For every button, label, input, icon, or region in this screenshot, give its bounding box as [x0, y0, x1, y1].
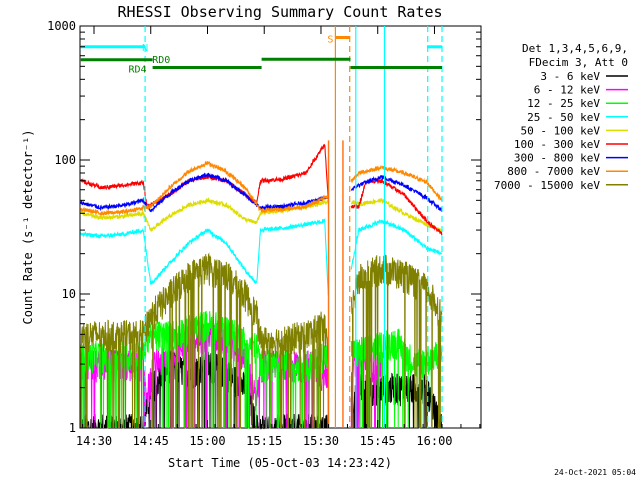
attenuator-spike-1: [342, 140, 344, 428]
series-8: [80, 252, 443, 429]
legend: Det 1,3,4,5,6,9, FDecim 3, Att 0 3 - 6 k…: [494, 42, 628, 192]
y-tick-label-2: 100: [54, 153, 76, 167]
timestamp: 24-Oct-2021 05:04: [554, 468, 636, 477]
attenuator-spike-0: [327, 140, 330, 428]
annotation-n: N: [142, 43, 148, 54]
legend-label-6: 300 - 800 keV: [514, 152, 600, 165]
series-4: [80, 196, 443, 234]
x-tick-label-0: 14:30: [76, 434, 112, 448]
legend-header-line-2: FDecim 3, Att 0: [529, 56, 628, 69]
legend-label-5: 100 - 300 keV: [514, 138, 600, 151]
plot-area: N RD4 RD0 S: [79, 25, 482, 430]
annotation-rd4: RD4: [128, 65, 146, 76]
chart-title: RHESSI Observing Summary Count Rates: [117, 3, 442, 21]
overlay-layer: N RD4 RD0 S: [80, 26, 443, 428]
legend-label-7: 800 - 7000 keV: [507, 165, 600, 178]
series-layer: [80, 143, 443, 430]
series-6: [80, 172, 443, 213]
legend-label-4: 50 - 100 keV: [521, 124, 601, 137]
series-line-8: [80, 252, 443, 429]
legend-label-2: 12 - 25 keV: [527, 97, 600, 110]
y-axis-label: Count Rate (s⁻¹ detector⁻¹): [21, 129, 35, 324]
legend-label-1: 6 - 12 keV: [534, 84, 601, 97]
x-axis: 14:30 14:45 15:00 15:15 15:30 15:45 16:00: [76, 26, 481, 448]
y-tick-label-1: 10: [62, 287, 76, 301]
legend-label-8: 7000 - 15000 keV: [494, 179, 600, 192]
series-line-6: [80, 172, 443, 213]
x-tick-label-5: 15:45: [360, 434, 396, 448]
x-tick-label-2: 15:00: [189, 434, 225, 448]
series-line-3: [80, 217, 443, 296]
x-tick-label-1: 14:45: [133, 434, 169, 448]
y-tick-label-0: 1: [69, 421, 76, 435]
x-tick-label-4: 15:30: [303, 434, 339, 448]
series-line-4: [80, 196, 443, 234]
x-tick-label-3: 15:15: [246, 434, 282, 448]
x-tick-label-6: 16:00: [416, 434, 452, 448]
x-axis-label: Start Time (05-Oct-03 14:23:42): [168, 456, 392, 470]
annotation-s: S: [327, 34, 333, 45]
legend-header-line-1: Det 1,3,4,5,6,9,: [522, 42, 628, 55]
legend-label-0: 3 - 6 keV: [540, 70, 600, 83]
legend-label-3: 25 - 50 keV: [527, 111, 600, 124]
series-line-7: [80, 160, 443, 217]
series-7: [80, 160, 443, 217]
series-3: [80, 217, 443, 296]
y-tick-label-3: 1000: [47, 19, 76, 33]
annotation-rd0: RD0: [152, 55, 170, 66]
y-axis: 1 10 100 1000: [47, 19, 481, 435]
